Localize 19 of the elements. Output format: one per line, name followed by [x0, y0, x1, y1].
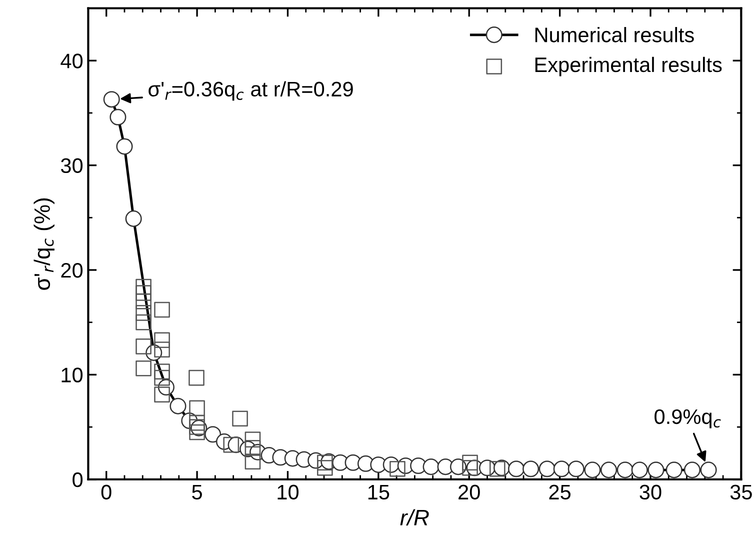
x-tick-label: 30 [640, 484, 662, 500]
y-axis-title: σ'$_{r}$/q$_{c}$ (%) [34, 198, 54, 290]
annotation: 0.9%q$_{c}$ [654, 409, 721, 428]
x-tick-label: 15 [368, 484, 390, 500]
x-tick-label: 25 [549, 484, 571, 500]
y-tick-label: 20 [61, 262, 83, 278]
x-axis-title: r/R [400, 509, 429, 526]
x-tick-label: 35 [730, 484, 752, 500]
y-tick-label: 10 [62, 368, 83, 382]
y-tick-label: 0 [72, 472, 83, 488]
x-tick-label: 20 [458, 484, 480, 500]
x-tick-label: 5 [192, 484, 202, 500]
annotation: σ'$_{r}$=0.36q$_{c}$ at r/R=0.29 [148, 81, 353, 101]
x-tick-label: 10 [278, 484, 299, 500]
y-tick-label: 30 [60, 158, 83, 174]
legend-label: Experimental results [535, 56, 722, 76]
x-tick-label: 0 [101, 484, 112, 500]
legend-label: Numerical results [535, 27, 694, 42]
y-tick-label: 40 [60, 54, 83, 68]
